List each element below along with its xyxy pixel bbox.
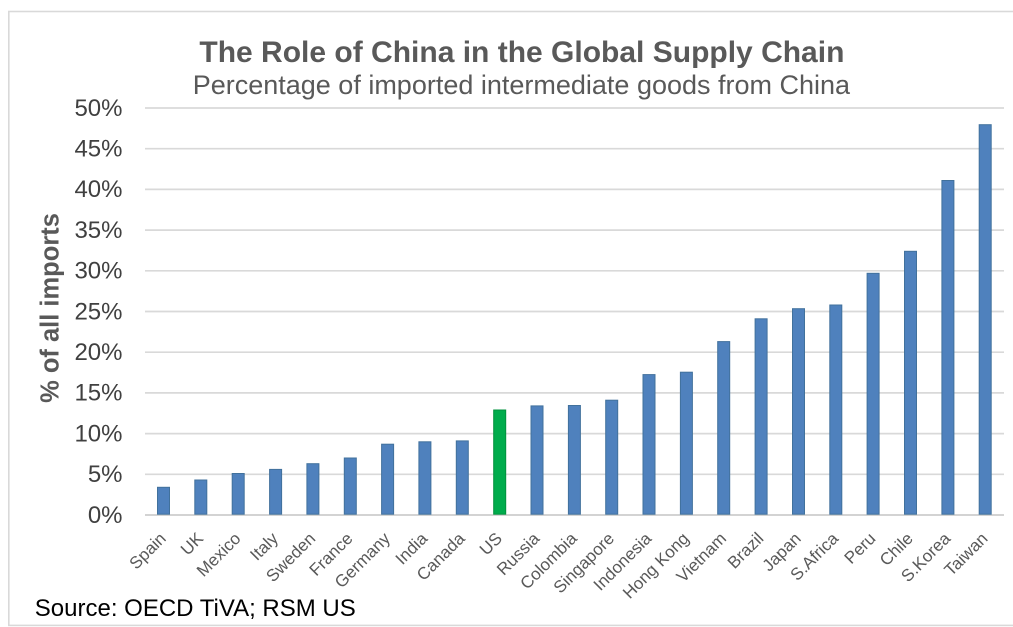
svg-text:The Role of China in the Globa: The Role of China in the Global Supply C… bbox=[199, 36, 844, 69]
svg-text:10%: 10% bbox=[74, 420, 122, 447]
svg-text:25%: 25% bbox=[74, 298, 122, 325]
svg-text:20%: 20% bbox=[74, 339, 122, 366]
svg-text:% of all imports: % of all imports bbox=[36, 213, 64, 403]
svg-text:Percentage of imported interme: Percentage of imported intermediate good… bbox=[193, 70, 851, 100]
svg-text:35%: 35% bbox=[74, 217, 122, 244]
svg-text:30%: 30% bbox=[74, 258, 122, 285]
svg-text:5%: 5% bbox=[88, 461, 123, 488]
svg-text:40%: 40% bbox=[74, 176, 122, 203]
svg-text:45%: 45% bbox=[74, 136, 122, 163]
svg-text:15%: 15% bbox=[74, 380, 122, 407]
svg-text:Source: OECD TiVA; RSM US: Source: OECD TiVA; RSM US bbox=[35, 595, 356, 622]
svg-text:50%: 50% bbox=[74, 95, 122, 122]
svg-text:0%: 0% bbox=[88, 502, 123, 529]
